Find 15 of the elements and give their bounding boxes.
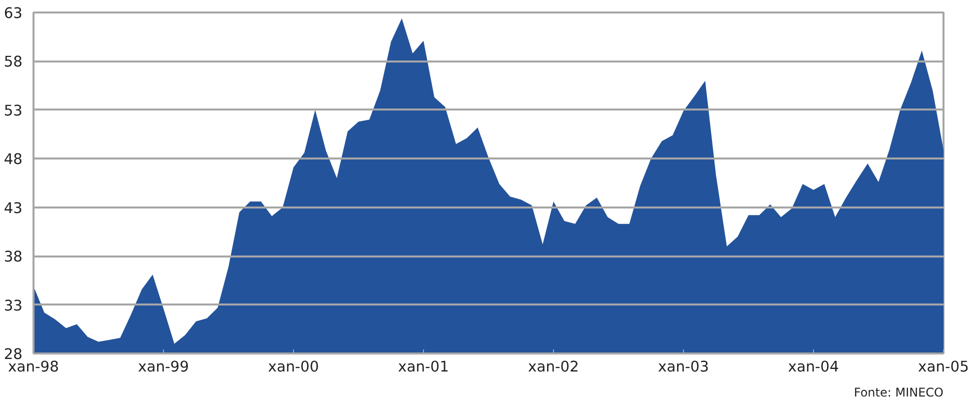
y-tick-label: 58: [4, 54, 23, 71]
y-tick-label: 38: [4, 248, 23, 266]
x-tick-label: xan-01: [398, 358, 449, 376]
source-note: Fonte: MINECO: [854, 386, 944, 400]
y-tick-label: 33: [4, 297, 23, 314]
y-tick-label: 63: [4, 5, 23, 22]
x-tick-label: xan-99: [138, 358, 189, 376]
y-tick-label: 53: [4, 102, 23, 120]
y-tick-label: 43: [4, 200, 23, 217]
x-tick-label: xan-05: [918, 358, 969, 376]
x-tick-label: xan-03: [658, 358, 709, 376]
x-tick-label: xan-04: [788, 358, 839, 376]
x-tick-label: xan-00: [268, 358, 319, 376]
x-tick-label: xan-02: [528, 358, 579, 376]
y-tick-label: 48: [4, 151, 23, 168]
